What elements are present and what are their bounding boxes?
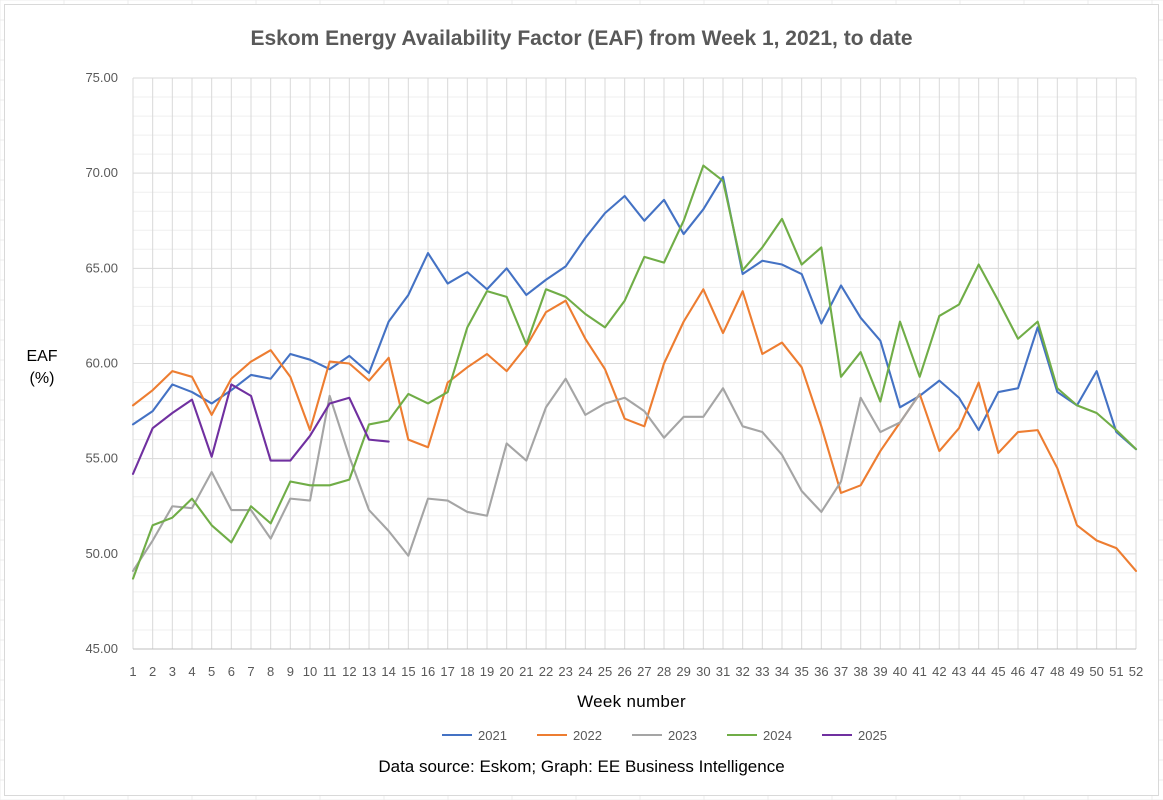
legend-label-2025: 2025 (858, 728, 887, 743)
y-tick-label: 70.00 (85, 165, 118, 180)
x-tick-label: 16 (421, 664, 435, 679)
y-axis-label-line-1: EAF (26, 348, 58, 365)
x-tick-label: 2 (149, 664, 156, 679)
x-tick-label: 49 (1070, 664, 1084, 679)
x-tick-label: 23 (558, 664, 572, 679)
series-line-2025[interactable] (131, 383, 390, 475)
x-tick-label: 45 (991, 664, 1005, 679)
y-tick-label: 55.00 (85, 451, 118, 466)
x-tick-label: 46 (1011, 664, 1025, 679)
x-tick-label: 43 (952, 664, 966, 679)
source-note: Data source: Eskom; Graph: EE Business I… (378, 757, 785, 776)
y-tick-label: 65.00 (85, 260, 118, 275)
x-tick-label: 38 (853, 664, 867, 679)
x-tick-label: 14 (381, 664, 395, 679)
x-tick-label: 44 (971, 664, 985, 679)
x-tick-label: 7 (247, 664, 254, 679)
x-tick-label: 31 (716, 664, 730, 679)
legend-label-2023: 2023 (668, 728, 697, 743)
x-tick-label: 47 (1030, 664, 1044, 679)
x-tick-label: 19 (480, 664, 494, 679)
x-tick-label: 11 (323, 664, 337, 679)
x-tick-label: 51 (1109, 664, 1123, 679)
x-tick-label: 34 (775, 664, 789, 679)
legend-label-2024: 2024 (763, 728, 792, 743)
series-line-2024[interactable] (131, 164, 1138, 580)
x-tick-label: 6 (228, 664, 235, 679)
x-tick-label: 50 (1089, 664, 1103, 679)
x-tick-label: 40 (893, 664, 907, 679)
x-tick-label: 5 (208, 664, 215, 679)
y-axis-label: EAF (%) (22, 346, 62, 390)
x-tick-label: 48 (1050, 664, 1064, 679)
x-tick-label: 42 (932, 664, 946, 679)
x-tick-label: 35 (794, 664, 808, 679)
x-tick-label: 15 (401, 664, 415, 679)
x-tick-label: 26 (617, 664, 631, 679)
x-tick-label: 20 (499, 664, 513, 679)
y-tick-label: 45.00 (85, 641, 118, 656)
x-tick-label: 9 (287, 664, 294, 679)
x-tick-label: 39 (873, 664, 887, 679)
x-tick-label: 37 (834, 664, 848, 679)
x-tick-label: 30 (696, 664, 710, 679)
x-tick-label: 32 (735, 664, 749, 679)
legend-label-2022: 2022 (573, 728, 602, 743)
x-tick-label: 1 (129, 664, 136, 679)
x-tick-label: 25 (598, 664, 612, 679)
chart-title: Eskom Energy Availability Factor (EAF) f… (250, 27, 913, 50)
y-tick-label: 75.00 (85, 70, 118, 85)
legend-label-2021: 2021 (478, 728, 507, 743)
y-tick-label: 60.00 (85, 356, 118, 371)
x-tick-label: 33 (755, 664, 769, 679)
x-tick-label: 24 (578, 664, 592, 679)
y-tick-label: 50.00 (85, 546, 118, 561)
x-tick-label: 52 (1129, 664, 1143, 679)
x-tick-label: 27 (637, 664, 651, 679)
x-tick-label: 8 (267, 664, 274, 679)
x-axis-label: Week number (577, 692, 686, 711)
x-tick-label: 12 (342, 664, 356, 679)
x-tick-label: 36 (814, 664, 828, 679)
x-axis-label-wrap: Week number (0, 692, 1163, 712)
x-tick-label: 21 (519, 664, 533, 679)
x-tick-label: 18 (460, 664, 474, 679)
x-tick-label: 22 (539, 664, 553, 679)
x-tick-label: 4 (188, 664, 195, 679)
x-tick-label: 41 (912, 664, 926, 679)
series-line-2023[interactable] (131, 377, 921, 573)
x-tick-label: 28 (657, 664, 671, 679)
x-tick-label: 10 (303, 664, 317, 679)
x-tick-label: 29 (676, 664, 690, 679)
series-line-2021[interactable] (131, 175, 1138, 451)
chart-area[interactable] (4, 4, 1159, 796)
series-line-2022[interactable] (131, 288, 1138, 573)
y-axis-label-line-2: (%) (29, 370, 55, 387)
x-tick-label: 3 (169, 664, 176, 679)
x-tick-label: 17 (440, 664, 454, 679)
x-tick-label: 13 (362, 664, 376, 679)
